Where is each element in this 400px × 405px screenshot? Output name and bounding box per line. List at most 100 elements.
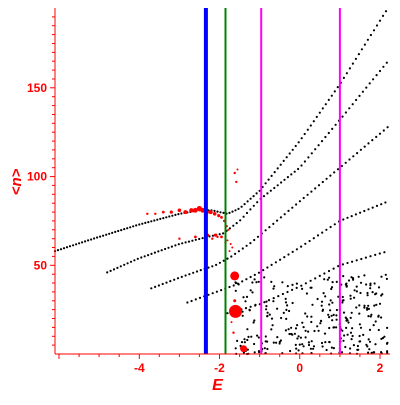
data-point [381,336,385,340]
data-point [295,347,298,350]
axes-layer [54,8,390,355]
data-point [270,174,273,177]
data-point [367,315,370,318]
data-point [75,243,78,246]
data-point [386,126,389,129]
data-point [266,266,269,269]
data-point [344,111,347,114]
data-point [165,281,168,284]
data-point [253,273,256,276]
data-point [294,144,297,148]
data-point [68,245,72,248]
data-point [324,103,327,106]
data-point [87,239,90,242]
data-point [349,297,352,300]
data-point [329,174,332,177]
data-point [310,315,313,318]
data-point [336,168,340,171]
data-point [320,304,323,307]
data-point [340,164,343,168]
data-point [284,329,287,332]
data-point [154,285,157,288]
data-point [384,10,388,13]
data-point [349,316,352,319]
data-point [363,43,366,46]
data-point [226,312,229,315]
data-point [239,219,242,222]
data-point [234,252,237,255]
data-point [318,111,321,114]
data-point [335,308,338,312]
data-point [332,267,335,270]
data-point [350,276,353,279]
data-point [386,326,389,329]
data-point [228,211,231,214]
data-point [264,335,267,338]
data-point [325,177,328,180]
data-point [380,275,383,278]
data-point [333,223,336,226]
data-point [222,211,225,214]
data-point [211,292,214,295]
data-point [284,297,287,300]
data-point [359,281,363,284]
data-point [374,320,377,323]
data-point [241,247,244,250]
data-point [342,275,345,278]
data-point [269,189,272,192]
data-point [357,53,360,56]
data-point [371,206,374,209]
data-point [297,141,300,144]
data-point [341,329,344,332]
data-point [111,231,114,234]
data-point [289,349,292,353]
data-point [317,329,320,332]
data-point [288,152,291,155]
data-point [380,337,383,340]
data-point [357,348,360,351]
data-point [333,171,336,174]
data-point [332,347,335,350]
data-point [159,217,162,220]
data-point [286,304,289,307]
data-point [351,103,354,106]
data-point [372,29,376,32]
data-point [349,331,353,334]
data-point [129,226,132,229]
data-point [265,308,268,311]
data-point [243,203,246,206]
data-point [327,98,330,101]
data-point [245,244,248,247]
data-point [283,213,286,216]
data-point [363,145,366,148]
data-point [237,250,240,253]
data-point [375,204,379,207]
data-point [385,277,388,280]
data-point [272,222,275,225]
data-point [245,211,249,215]
data-point [96,236,99,239]
data-point [245,278,248,281]
data-point [167,246,170,249]
data-point [263,347,266,350]
data-point [150,287,153,290]
data-point [366,345,369,348]
data-point [325,348,328,352]
data-point [176,277,180,280]
data-point [324,135,327,139]
red-data-point [183,210,188,215]
data-point [378,69,382,73]
data-point [246,328,249,331]
data-point [317,184,321,187]
data-point [234,209,237,212]
data-point [295,248,298,251]
data-point [315,115,318,118]
data-point [256,201,259,204]
data-point [310,152,313,155]
data-point [382,65,385,68]
data-point [364,256,367,259]
data-point [286,176,289,179]
red-data-point [212,212,217,216]
data-point [222,259,225,262]
